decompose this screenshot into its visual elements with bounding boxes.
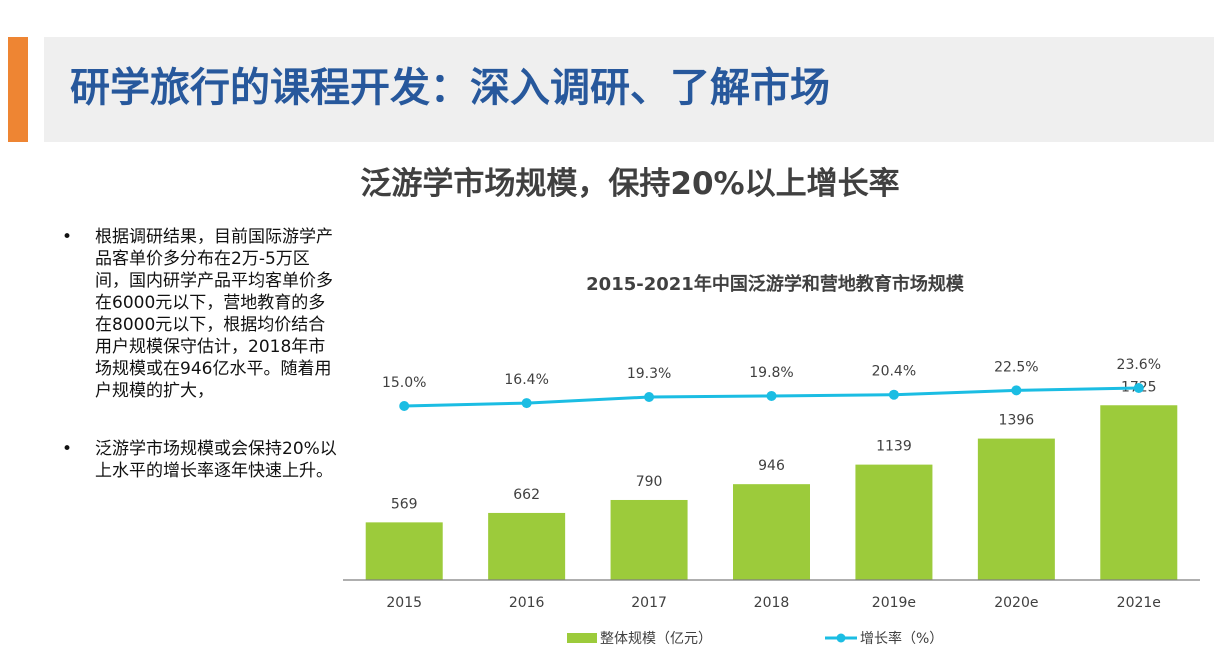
growth-rate-label: 20.4% [872, 364, 916, 380]
bar-value-label: 662 [513, 487, 540, 503]
bar-2018 [733, 484, 810, 580]
bullet-text: 根据调研结果，目前国际游学产品客单价多分布在2万-5万区间，国内研学产品平均客单… [95, 227, 333, 401]
x-tick-label: 2017 [631, 595, 667, 611]
growth-rate-label: 22.5% [994, 359, 1038, 375]
slide-subtitle: 泛游学市场规模，保持20%以上增长率 [360, 166, 900, 202]
bar-value-label: 790 [636, 474, 663, 490]
chart-svg: 2015-2021年中国泛游学和营地教育市场规模 569 2015 662 2016 79… [343, 273, 1200, 647]
x-tick-label: 2015 [386, 595, 422, 611]
bullet-item: • 根据调研结果，目前国际游学产品客单价多分布在2万-5万区间，国内研学产品平均… [62, 226, 337, 402]
chart-title: 2015-2021年中国泛游学和营地教育市场规模 [586, 273, 965, 295]
growth-rate-point-2019e [888, 389, 899, 400]
x-tick-label: 2019e [872, 595, 916, 611]
growth-rate-label: 19.8% [749, 365, 793, 381]
bar-value-label: 1139 [876, 439, 912, 455]
bullet-mark: • [62, 227, 73, 247]
bullet-text: 泛游学市场规模或会保持20%以上水平的增长率逐年快速上升。 [95, 439, 337, 481]
legend-bar-label: 整体规模（亿元） [600, 631, 712, 647]
growth-rate-point-2020e [1011, 385, 1022, 396]
bar-value-label: 1396 [999, 413, 1035, 429]
slide-title: 研学旅行的课程开发：深入调研、了解市场 [70, 64, 830, 111]
bar-2015 [365, 522, 443, 580]
legend-line-label: 增长率（%） [860, 630, 943, 647]
growth-rate-label: 23.6% [1117, 357, 1161, 373]
x-tick-label: 2020e [994, 595, 1038, 611]
growth-rate-point-2021e [1133, 383, 1144, 394]
bullet-list: • 根据调研结果，目前国际游学产品客单价多分布在2万-5万区间，国内研学产品平均… [62, 226, 337, 482]
legend-line-marker [836, 633, 846, 643]
x-tick-label: 2016 [509, 595, 545, 611]
bar-value-label: 569 [391, 496, 418, 512]
growth-rate-label: 19.3% [627, 366, 671, 382]
header-band [44, 37, 1214, 142]
x-tick-label: 2021e [1117, 595, 1161, 611]
bar-2020e [977, 438, 1055, 580]
growth-rate-point-2015 [399, 401, 410, 411]
legend-bar-swatch [567, 633, 597, 643]
accent-bar [8, 37, 28, 142]
bullet-item: • 泛游学市场规模或会保持20%以上水平的增长率逐年快速上升。 [62, 438, 337, 482]
growth-rate-point-2018 [766, 390, 777, 401]
growth-rate-label: 16.4% [504, 372, 548, 388]
growth-rate-point-2016 [521, 398, 532, 409]
growth-rate-label: 15.0% [382, 375, 426, 391]
bar-2016 [488, 512, 566, 580]
bar-2019e [855, 464, 933, 580]
bullet-mark: • [62, 439, 73, 459]
x-tick-label: 2018 [754, 595, 790, 611]
bar-value-label: 946 [758, 458, 785, 474]
bar-2021e [1100, 405, 1178, 580]
bar-2017 [610, 499, 688, 580]
market-size-chart: 2015-2021年中国泛游学和营地教育市场规模 569 2015 662 2016 79… [335, 250, 1215, 655]
growth-rate-point-2017 [644, 392, 655, 403]
